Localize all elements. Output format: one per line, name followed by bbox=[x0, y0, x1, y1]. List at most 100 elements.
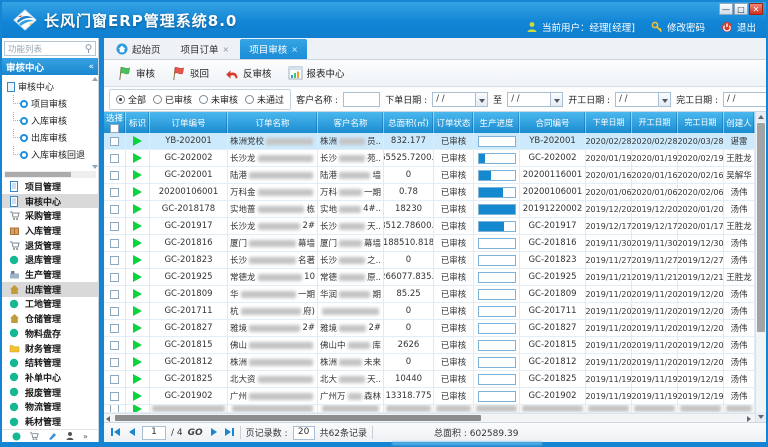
page-number-input[interactable]: 1 bbox=[142, 425, 166, 440]
row-checkbox[interactable] bbox=[110, 391, 119, 401]
dropdown-arrow-icon[interactable] bbox=[475, 92, 488, 106]
table-row[interactable]: GC-202002长沙龙长沙苑..65525.7200..已审核GC-20200… bbox=[104, 150, 755, 167]
tree-scrollbar-horizontal[interactable] bbox=[4, 171, 96, 178]
row-checkbox[interactable] bbox=[110, 357, 119, 367]
collapse-icon[interactable]: « bbox=[88, 61, 94, 72]
start-date-input[interactable]: / / bbox=[615, 91, 672, 107]
person-icon[interactable] bbox=[65, 431, 75, 441]
scrollbar-thumb[interactable] bbox=[757, 123, 765, 332]
scroll-down-icon[interactable] bbox=[756, 412, 766, 422]
logout-button[interactable]: 退出 bbox=[721, 20, 756, 34]
table-row[interactable]: 20200106001 万科金 万科 一期 0.78 已审核 20200106001 2020… bbox=[104, 184, 755, 201]
table-row[interactable]: GC-201925常德龙10常德原..266077.835..已审核GC-201… bbox=[104, 269, 755, 286]
toolbar-button-1[interactable]: 审核 bbox=[112, 64, 160, 83]
radio-icon[interactable] bbox=[245, 94, 255, 104]
toolbar-button-4[interactable]: 报表中心 bbox=[283, 64, 350, 82]
sidebar-item-10[interactable]: 仓储管理 bbox=[2, 311, 98, 326]
sidebar-item-8[interactable]: 出库管理 bbox=[2, 281, 98, 297]
sidebar-item-16[interactable]: 物流管理 bbox=[2, 400, 98, 415]
row-checkbox[interactable] bbox=[110, 221, 119, 231]
row-checkbox[interactable] bbox=[110, 187, 119, 197]
radio-icon[interactable] bbox=[116, 94, 125, 104]
column-header-2[interactable]: 标识 bbox=[126, 112, 150, 133]
sidebar-item-1[interactable]: 项目管理 bbox=[2, 179, 98, 194]
customer-name-input[interactable] bbox=[342, 91, 381, 107]
table-row[interactable]: GC-2018178 实地蔷栋实地 4#.. 18230 已审核 20191220002 2… bbox=[104, 201, 755, 218]
status-radio-3[interactable]: 未审核 bbox=[199, 93, 238, 106]
row-checkbox[interactable] bbox=[110, 238, 119, 248]
column-header-3[interactable]: 订单编号 bbox=[150, 112, 228, 133]
row-checkbox[interactable] bbox=[110, 340, 119, 350]
row-checkbox[interactable] bbox=[110, 255, 119, 265]
scrollbar-thumb[interactable] bbox=[5, 172, 72, 177]
column-header-7[interactable]: 订单状态 bbox=[434, 112, 474, 133]
table-row[interactable]: GC-201823 长沙 名著 长沙 之.. 0 已审核 GC-201823 2019/11/2… bbox=[104, 252, 755, 269]
scroll-up-icon[interactable] bbox=[91, 77, 98, 81]
tab-close-icon[interactable]: × bbox=[222, 44, 230, 54]
grid-scrollbar-horizontal[interactable] bbox=[104, 413, 755, 422]
sidebar-item-7[interactable]: 生产管理 bbox=[2, 267, 98, 282]
tree-item-4[interactable]: 入库审核回退 bbox=[7, 146, 90, 163]
finish-date-input[interactable]: / / bbox=[723, 91, 766, 107]
table-row[interactable]: GC-201809 华一期 华润期 85.25 已审核 GC-201809 2019/11/… bbox=[104, 286, 755, 303]
overflow-icon[interactable]: » bbox=[83, 431, 88, 441]
first-page-button[interactable] bbox=[110, 427, 121, 438]
column-header-11[interactable]: 开工日期 bbox=[632, 112, 678, 133]
tree-item-3[interactable]: 出库审核 bbox=[7, 129, 90, 146]
radio-icon[interactable] bbox=[199, 94, 209, 104]
tab-2[interactable]: 项目订单 × bbox=[172, 39, 239, 59]
scrollbar-thumb[interactable] bbox=[115, 415, 481, 421]
function-search-input[interactable]: 功能列表 bbox=[4, 41, 96, 56]
column-header-12[interactable]: 完工日期 bbox=[678, 112, 724, 133]
select-all-checkbox[interactable] bbox=[110, 124, 119, 133]
column-header-13[interactable]: 创建人 bbox=[724, 112, 755, 133]
tree-item-1[interactable]: 项目审核 bbox=[7, 95, 90, 112]
row-checkbox[interactable] bbox=[110, 374, 119, 384]
table-row[interactable]: GC-202001 陆港 陆港墙 0 已审核 20200116001 2020/01/16 2… bbox=[104, 167, 755, 184]
toolbar-button-3[interactable]: 反审核 bbox=[220, 64, 277, 82]
maximize-icon[interactable]: □ bbox=[734, 3, 748, 15]
sidebar-item-5[interactable]: 退货管理 bbox=[2, 238, 98, 253]
column-header-1[interactable]: 选择 bbox=[104, 112, 126, 133]
row-checkbox[interactable] bbox=[110, 272, 119, 282]
status-radio-1[interactable]: 全部 bbox=[116, 93, 146, 106]
column-header-5[interactable]: 客户名称 bbox=[318, 112, 384, 133]
tree-scrollbar-vertical[interactable] bbox=[91, 77, 98, 169]
radio-icon[interactable] bbox=[153, 94, 163, 104]
table-row-partial[interactable] bbox=[104, 405, 755, 413]
sidebar-item-9[interactable]: 工地管理 bbox=[2, 297, 98, 312]
row-checkbox[interactable] bbox=[110, 289, 119, 299]
scroll-down-icon[interactable] bbox=[91, 165, 98, 169]
status-radio-4[interactable]: 未通过 bbox=[245, 93, 284, 106]
table-row[interactable]: GC-201917长沙龙2#长沙天..8512.78600..已审核GC-201… bbox=[104, 218, 755, 235]
tab-3[interactable]: 项目审核 × bbox=[240, 39, 307, 59]
minimize-icon[interactable]: — bbox=[719, 3, 733, 15]
column-header-9[interactable]: 合同编号 bbox=[520, 112, 586, 133]
sidebar-item-12[interactable]: 财务管理 bbox=[2, 341, 98, 356]
table-row[interactable]: GC-201816 厦门 幕墙 厦门 幕墙 188510.818 已审核 GC-201816 2… bbox=[104, 235, 755, 252]
sidebar-item-6[interactable]: 退库管理 bbox=[2, 253, 98, 268]
dropdown-arrow-icon[interactable] bbox=[550, 92, 563, 106]
row-checkbox[interactable] bbox=[110, 204, 119, 214]
sidebar-item-14[interactable]: 补单中心 bbox=[2, 370, 98, 385]
go-button[interactable]: GO bbox=[187, 427, 203, 438]
row-checkbox[interactable] bbox=[110, 323, 119, 333]
tab-close-icon[interactable]: × bbox=[291, 44, 298, 54]
table-row[interactable]: GC-201827 雅境 2# 雅境 2# 0 已审核 GC-201827 2019/11/20… bbox=[104, 320, 755, 337]
panel-header[interactable]: 审核中心 « bbox=[2, 58, 98, 75]
cart-icon[interactable] bbox=[29, 431, 39, 441]
sidebar-item-15[interactable]: 报废管理 bbox=[2, 385, 98, 400]
close-icon[interactable]: ✕ bbox=[749, 3, 763, 15]
row-checkbox[interactable] bbox=[110, 405, 119, 412]
sidebar-item-4[interactable]: 入库管理 bbox=[2, 223, 98, 238]
scroll-left-icon[interactable] bbox=[104, 414, 114, 422]
page-size-input[interactable]: 20 bbox=[292, 425, 315, 440]
column-header-10[interactable]: 下单日期 bbox=[586, 112, 632, 133]
table-row[interactable]: GC-201815 佛山 佛山中库 2626 已审核 GC-201815 2019/11/2… bbox=[104, 337, 755, 354]
tree-item-2[interactable]: 入库审核 bbox=[7, 112, 90, 129]
toolbar-button-2[interactable]: 驳回 bbox=[166, 64, 214, 83]
table-row[interactable]: YB-202001 株洲党校 株洲 员.. 832.177 已审核 YB-202001 202… bbox=[104, 133, 755, 150]
sidebar-item-17[interactable]: 耗材管理 bbox=[2, 414, 98, 429]
table-row[interactable]: GC-201812 株洲 株洲 未来 0 已审核 GC-201812 2019/11/20 20… bbox=[104, 354, 755, 371]
next-page-button[interactable] bbox=[208, 427, 219, 438]
